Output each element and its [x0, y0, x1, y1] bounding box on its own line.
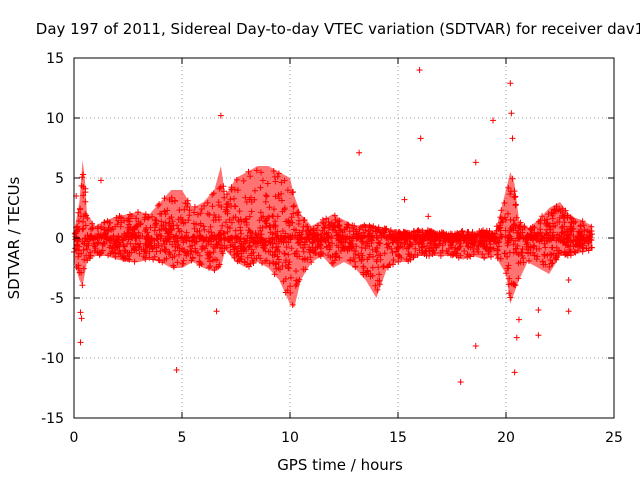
y-tick-label: 5 [55, 171, 64, 187]
outlier-point [457, 379, 464, 385]
outlier-point [472, 343, 479, 349]
outlier-point [472, 159, 479, 166]
x-tick-label: 20 [497, 430, 515, 446]
outlier-point [490, 117, 497, 124]
sdtvar-band-markers [71, 167, 595, 308]
outlier-point [77, 339, 84, 346]
outlier-point [213, 308, 220, 315]
outlier-point [416, 67, 423, 73]
x-tick-label: 0 [70, 430, 79, 446]
outlier-point [217, 112, 224, 119]
outlier-point [78, 315, 85, 322]
y-tick-label: -15 [41, 411, 64, 427]
y-tick-label: -5 [50, 291, 64, 307]
outlier-point [565, 308, 572, 315]
outlier-point [509, 135, 516, 142]
y-tick-label: 10 [46, 111, 64, 127]
x-tick-label: 10 [281, 430, 299, 446]
x-tick-label: 15 [389, 430, 407, 446]
outlier-point [98, 177, 104, 184]
chart-title: Day 197 of 2011, Sidereal Day-to-day VTE… [36, 20, 640, 38]
outlier-point [356, 149, 363, 156]
y-tick-label: 15 [46, 51, 64, 67]
outlier-point [77, 309, 84, 316]
axis-ticks: 0 5 10 15 20 25 -15 -10 -5 0 5 10 15 [41, 51, 623, 446]
outlier-point [425, 213, 432, 220]
outlier-point [511, 369, 518, 376]
outlier-point [515, 316, 522, 323]
x-axis-label: GPS time / hours [277, 456, 403, 474]
outlier-point [535, 332, 542, 339]
outlier-point [173, 367, 180, 373]
outlier-point [417, 135, 424, 142]
x-tick-label: 25 [605, 430, 623, 446]
sdtvar-band-envelope [74, 160, 593, 308]
outlier-point [508, 110, 515, 117]
outlier-point [535, 307, 542, 313]
outlier-point [507, 80, 514, 87]
outlier-point [401, 196, 408, 203]
x-tick-label: 5 [178, 430, 187, 446]
data-points [71, 67, 595, 385]
y-axis-label: SDTVAR / TECUs [5, 176, 23, 299]
outlier-point [565, 277, 572, 283]
y-tick-label: 0 [55, 231, 64, 247]
y-tick-label: -10 [41, 351, 64, 367]
outlier-point [513, 334, 520, 341]
